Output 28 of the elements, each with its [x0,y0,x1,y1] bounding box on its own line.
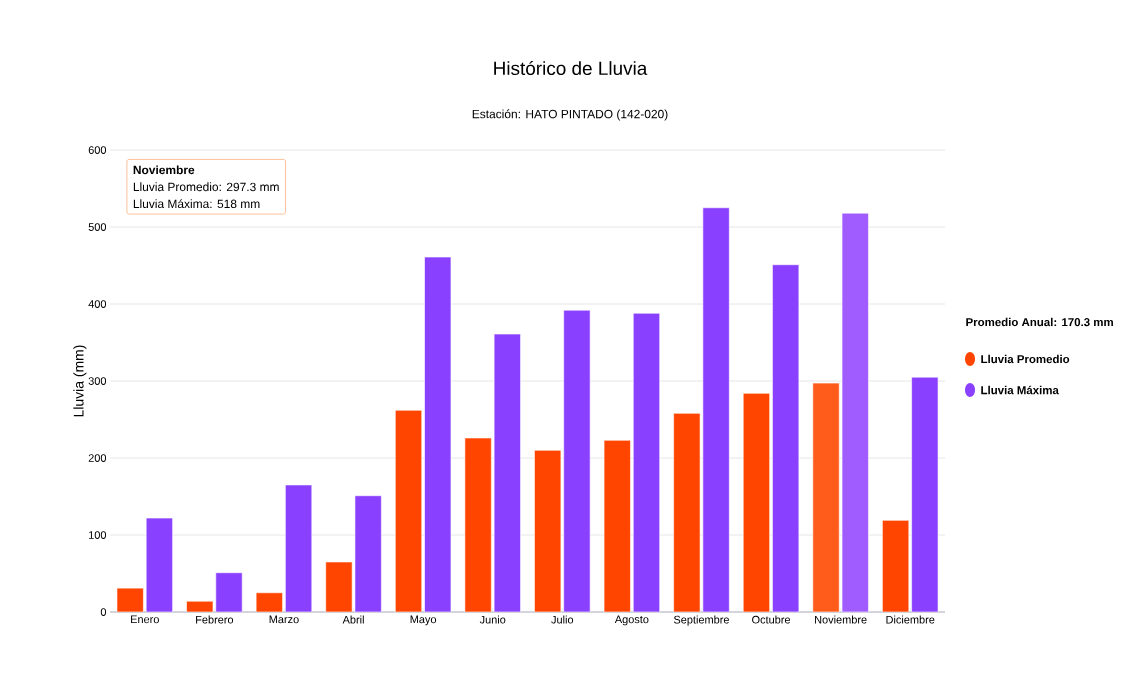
y-tick-label: 0 [100,608,107,616]
x-tick-label: Julio [551,615,574,624]
annotation: Lluvia Promedio: 297.3 mm [133,182,279,192]
y-axis-title: Lluvia (mm) [73,345,87,417]
x-tick-label: Agosto [614,615,649,626]
y-tick-label: 500 [88,223,107,231]
x-tick-label: Diciembre [886,615,935,624]
y-tick-label: 100 [89,531,107,539]
y-tick-label: 600 [88,146,107,154]
x-tick-label: Mayo [410,615,437,626]
y-tick-label: 400 [88,300,107,308]
chart-title: Histórico de Lluvia [494,60,648,76]
x-tick-label: Noviembre [815,615,867,624]
legend-title: Promedio Anual: 170.3 mm [966,317,1113,327]
x-tick-label: Abril [342,615,364,624]
y-tick-label: 300 [88,377,107,385]
x-tick-label: Septiembre [673,615,729,626]
x-tick-label: Enero [131,615,159,624]
y-tick-label: 200 [88,454,107,462]
x-tick-label: Junio [479,615,506,624]
legend-label: Lluvia Máxima [981,385,1059,395]
annotation: Noviembre [133,165,195,175]
legend-label: Lluvia Promedio [981,354,1070,364]
x-tick-label: Febrero [196,615,234,624]
x-tick-label: Marzo [269,615,299,624]
annotation: Lluvia Máxima: 518 mm [133,199,260,209]
chart-subtitle: Estación: HATO PINTADO (142-020) [472,109,668,121]
x-tick-label: Octubre [752,615,791,624]
